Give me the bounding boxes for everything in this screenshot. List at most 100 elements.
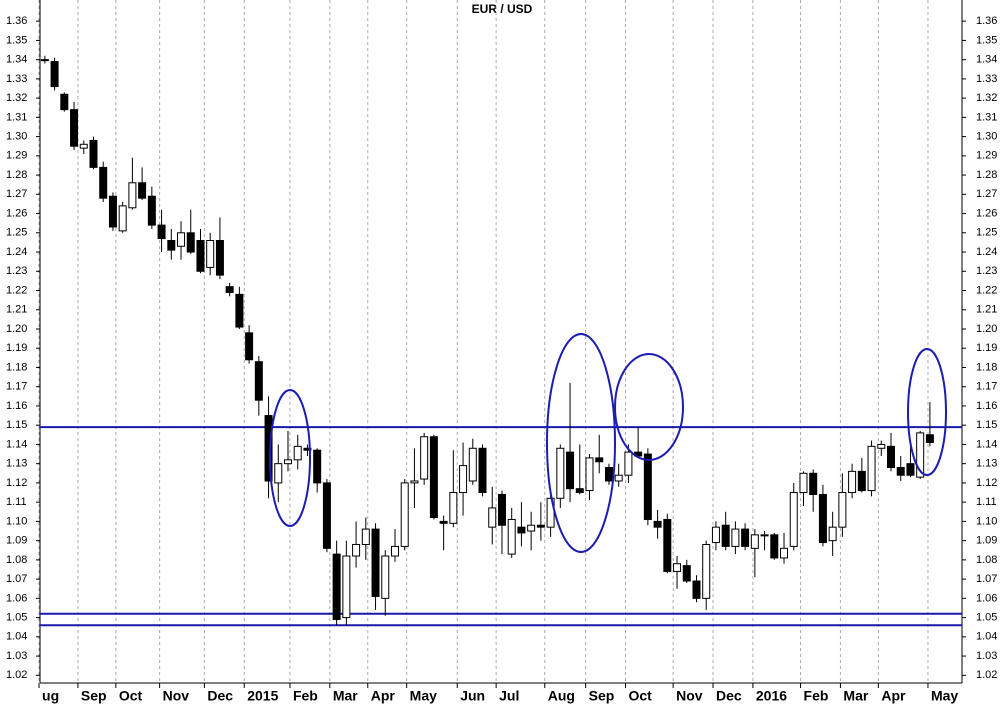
- candle-body: [284, 459, 293, 465]
- candle-body: [361, 528, 370, 545]
- y-tick-label: 1.05: [976, 611, 997, 623]
- annotations: [269, 333, 947, 553]
- x-tick-label: May: [410, 688, 437, 704]
- candle-body: [332, 553, 341, 621]
- y-tick-label: 1.08: [6, 554, 27, 566]
- y-tick-label: 1.16: [6, 400, 27, 412]
- x-tick-label: Sep: [81, 688, 107, 704]
- candle-body: [400, 482, 409, 547]
- y-tick-label: 1.17: [976, 381, 997, 393]
- x-tick-label: Dec: [207, 688, 233, 704]
- candle-body: [887, 445, 896, 469]
- y-tick-label: 1.14: [6, 438, 27, 450]
- y-tick-label: 1.08: [976, 554, 997, 566]
- x-tick-label: May: [931, 688, 958, 704]
- y-tick-label: 1.28: [6, 169, 27, 181]
- candle-body: [556, 447, 565, 499]
- candle-body: [867, 445, 876, 492]
- candle-body: [692, 580, 701, 599]
- y-tick-label: 1.26: [6, 207, 27, 219]
- candle-body: [896, 467, 905, 476]
- candle-body: [293, 445, 302, 461]
- x-tick-label: Mar: [843, 688, 868, 704]
- candle-body: [604, 467, 613, 482]
- candle-body: [731, 528, 740, 547]
- y-tick-label: 1.10: [976, 515, 997, 527]
- candle-body: [235, 293, 244, 328]
- y-tick-label: 1.35: [976, 34, 997, 46]
- x-tick-label: 2016: [756, 688, 787, 704]
- y-tick-label: 1.11: [6, 496, 27, 508]
- y-tick-label: 1.07: [976, 573, 997, 585]
- candle-body: [789, 492, 798, 547]
- y-tick-label: 1.36: [6, 15, 27, 27]
- candle-body: [507, 518, 516, 555]
- candle-body: [167, 239, 176, 251]
- y-tick-label: 1.04: [976, 631, 997, 643]
- y-tick-label: 1.12: [976, 477, 997, 489]
- x-tick-label: Oct: [119, 688, 143, 704]
- y-tick-label: 1.19: [6, 342, 27, 354]
- candle-body: [653, 520, 662, 528]
- candle-body: [303, 447, 312, 451]
- y-tick-label: 1.25: [976, 227, 997, 239]
- y-tick-label: 1.36: [976, 15, 997, 27]
- y-tick-label: 1.02: [976, 669, 997, 681]
- candle-body: [566, 451, 575, 490]
- y-tick-label: 1.24: [976, 246, 997, 258]
- candle-body: [916, 432, 925, 478]
- y-tick-label: 1.31: [6, 111, 27, 123]
- x-tick-label: Mar: [333, 688, 358, 704]
- y-tick-label: 1.19: [976, 342, 997, 354]
- candle-body: [848, 470, 857, 494]
- candle-body: [390, 545, 399, 557]
- candle-body: [663, 518, 672, 572]
- candle-body: [624, 451, 633, 476]
- candle-body: [196, 239, 205, 272]
- candle-body: [517, 526, 526, 534]
- y-tick-label: 1.16: [976, 400, 997, 412]
- highlight-ellipse: [614, 353, 684, 461]
- candle-body: [60, 93, 69, 111]
- y-tick-label: 1.29: [976, 150, 997, 162]
- y-tick-label: 1.25: [6, 227, 27, 239]
- candle-body: [50, 61, 59, 88]
- candle-body: [828, 526, 837, 542]
- y-tick-label: 1.29: [6, 150, 27, 162]
- candle-body: [682, 565, 691, 582]
- candle-body: [459, 465, 468, 494]
- y-tick-label: 1.07: [6, 573, 27, 585]
- y-tick-label: 1.20: [6, 323, 27, 335]
- candle-body: [177, 232, 186, 247]
- candle-body: [780, 547, 789, 559]
- candle-body: [128, 182, 137, 209]
- candle-body: [809, 472, 818, 495]
- candle-body: [527, 524, 536, 532]
- candle-body: [371, 528, 380, 597]
- candle-body: [225, 286, 234, 293]
- candle-body: [673, 563, 682, 572]
- x-tick-label: Oct: [628, 688, 652, 704]
- candle-body: [721, 524, 730, 547]
- y-tick-label: 1.13: [6, 458, 27, 470]
- x-tick-label: Sep: [589, 688, 615, 704]
- y-tick-label: 1.21: [976, 304, 997, 316]
- x-tick-label: Feb: [804, 688, 829, 704]
- y-tick-label: 1.12: [6, 477, 27, 489]
- y-tick-label: 1.10: [6, 515, 27, 527]
- y-tick-label: 1.28: [976, 169, 997, 181]
- candle-body: [877, 443, 886, 449]
- y-tick-label: 1.09: [976, 535, 997, 547]
- candle-body: [118, 205, 127, 232]
- y-tick-label: 1.14: [976, 438, 997, 450]
- candle-body: [186, 232, 195, 253]
- candle-body: [818, 493, 827, 544]
- x-tick-label: Apr: [881, 688, 906, 704]
- y-tick-label: 1.03: [6, 650, 27, 662]
- candle-body: [702, 543, 711, 599]
- candle-body: [274, 463, 283, 484]
- chart-title: EUR / USD: [472, 2, 533, 16]
- candle-body: [906, 463, 915, 476]
- y-tick-label: 1.23: [6, 265, 27, 277]
- candle-body: [449, 492, 458, 524]
